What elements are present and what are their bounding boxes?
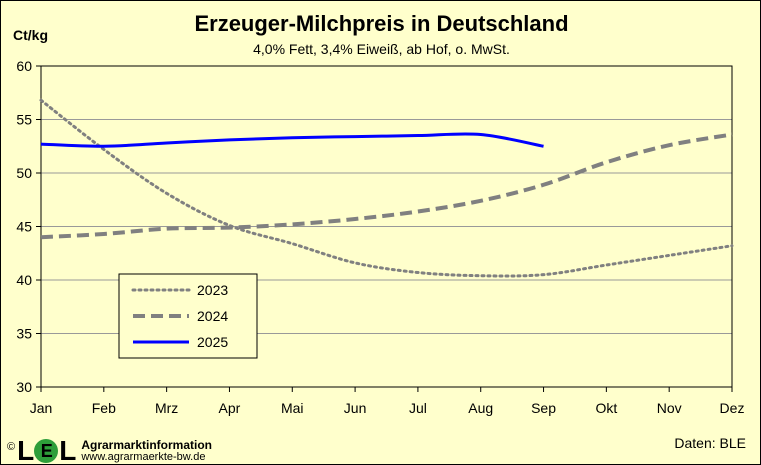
y-tick-label: 60: [16, 58, 32, 74]
data-source: Daten: BLE: [674, 435, 746, 451]
x-tick-label: Mai: [281, 400, 304, 416]
chart-subtitle: 4,0% Fett, 3,4% Eiweiß, ab Hof, o. MwSt.: [253, 41, 510, 57]
y-tick-label: 30: [16, 379, 32, 395]
x-tick-label: Dez: [720, 400, 745, 416]
series-line-2023: [39, 98, 734, 278]
x-tick-label: Jun: [344, 400, 367, 416]
y-axis-label: Ct/kg: [13, 27, 48, 43]
legend-label-2025: 2025: [197, 334, 228, 350]
y-tick-label: 45: [16, 219, 32, 235]
y-tick-label: 35: [16, 326, 32, 342]
chart-svg: 30 35 40 45 50 55 60 Jan Feb Mrz Apr Mai Jun Jul Aug Se…: [16, 58, 745, 416]
x-tick-label: Jul: [409, 400, 427, 416]
plot-border: [40, 65, 733, 388]
copyright: ©: [7, 441, 16, 453]
x-tick-label: Feb: [92, 400, 116, 416]
y-tick-label: 55: [16, 112, 32, 128]
x-tick-label: Jan: [30, 400, 53, 416]
x-tick-label: Apr: [219, 400, 241, 416]
legend-label-2024: 2024: [197, 308, 228, 324]
series-line-2024: [40, 132, 733, 240]
x-tick-label: Nov: [657, 400, 682, 416]
y-tick-label: 50: [16, 165, 32, 181]
chart-title: Erzeuger-Milchpreis in Deutschland: [194, 11, 569, 36]
org-url: www.agrarmaerkte-bw.de: [81, 451, 206, 463]
x-tick-label: Mrz: [155, 400, 178, 416]
x-tick-label: Okt: [595, 400, 617, 416]
y-tick-label: 40: [16, 272, 32, 288]
legend-label-2023: 2023: [197, 282, 228, 298]
x-tick-label: Sep: [531, 400, 556, 416]
x-tick-label: Aug: [468, 400, 493, 416]
org-name: Agrarmarktinformation: [81, 438, 213, 452]
series-line-2025: [40, 132, 544, 148]
